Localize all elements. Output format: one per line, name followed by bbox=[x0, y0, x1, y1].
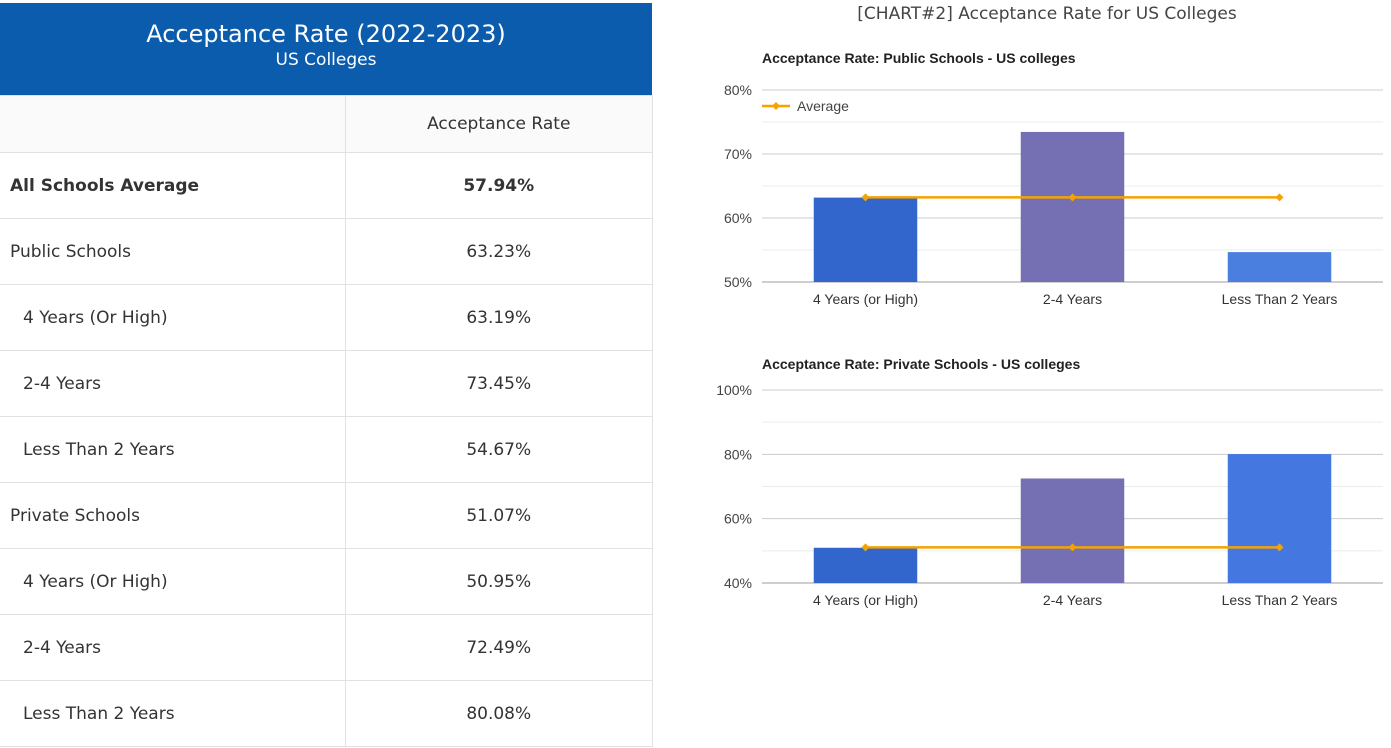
table-row: All Schools Average 57.94% bbox=[0, 152, 653, 219]
bar bbox=[1227, 252, 1332, 282]
row-value: 63.23% bbox=[344, 218, 653, 285]
table-row: Less Than 2 Years 80.08% bbox=[0, 680, 653, 747]
table-header-row: Acceptance Rate bbox=[0, 95, 653, 153]
row-label: Less Than 2 Years bbox=[0, 680, 346, 747]
table-title: Acceptance Rate (2022-2023) bbox=[146, 20, 506, 48]
table-row: Public Schools 63.23% bbox=[0, 218, 653, 285]
row-value: 73.45% bbox=[344, 350, 653, 417]
table-row: Private Schools 51.07% bbox=[0, 482, 653, 549]
private-schools-chart: Acceptance Rate: Private Schools - US co… bbox=[716, 356, 1383, 608]
x-tick-label: 2-4 Years bbox=[1043, 291, 1102, 307]
legend-marker bbox=[772, 102, 780, 110]
table-subtitle: US Colleges bbox=[275, 50, 377, 70]
bar bbox=[1020, 478, 1125, 583]
legend-label-average: Average bbox=[797, 98, 849, 114]
public-schools-chart: Acceptance Rate: Public Schools - US col… bbox=[724, 50, 1383, 307]
average-point bbox=[1275, 193, 1284, 202]
row-value: 57.94% bbox=[344, 152, 653, 219]
row-value: 63.19% bbox=[344, 284, 653, 351]
y-tick-label: 60% bbox=[724, 511, 752, 527]
row-label: Public Schools bbox=[0, 218, 346, 285]
row-label: Less Than 2 Years bbox=[0, 416, 346, 483]
row-label: Private Schools bbox=[0, 482, 346, 549]
bar bbox=[1227, 454, 1332, 583]
x-tick-label: 4 Years (or High) bbox=[813, 592, 918, 608]
row-value: 80.08% bbox=[344, 680, 653, 747]
x-tick-label: 4 Years (or High) bbox=[813, 291, 918, 307]
column-header-acceptance-rate: Acceptance Rate bbox=[344, 95, 653, 153]
average-point bbox=[1068, 193, 1077, 202]
row-value: 50.95% bbox=[344, 548, 653, 615]
row-label: 2-4 Years bbox=[0, 614, 346, 681]
average-point bbox=[1068, 543, 1077, 552]
row-label: 4 Years (Or High) bbox=[0, 548, 346, 615]
table-row: Less Than 2 Years 54.67% bbox=[0, 416, 653, 483]
acceptance-rate-table: Acceptance Rate All Schools Average 57.9… bbox=[0, 95, 653, 747]
header-empty-cell bbox=[0, 95, 346, 153]
table-row: 2-4 Years 72.49% bbox=[0, 614, 653, 681]
average-point bbox=[861, 193, 870, 202]
x-tick-label: Less Than 2 Years bbox=[1222, 592, 1338, 608]
x-tick-label: Less Than 2 Years bbox=[1222, 291, 1338, 307]
bar bbox=[813, 197, 918, 282]
chart-title: Acceptance Rate: Private Schools - US co… bbox=[762, 356, 1080, 372]
average-point bbox=[861, 543, 870, 552]
y-tick-label: 80% bbox=[724, 82, 752, 98]
charts-main-title: [CHART#2] Acceptance Rate for US College… bbox=[857, 4, 1237, 24]
row-value: 54.67% bbox=[344, 416, 653, 483]
x-tick-label: 2-4 Years bbox=[1043, 592, 1102, 608]
average-point bbox=[1275, 543, 1284, 552]
row-value: 51.07% bbox=[344, 482, 653, 549]
table-row: 4 Years (Or High) 50.95% bbox=[0, 548, 653, 615]
y-tick-label: 80% bbox=[724, 446, 752, 462]
y-tick-label: 50% bbox=[724, 274, 752, 290]
y-tick-label: 100% bbox=[716, 382, 752, 398]
bar bbox=[1020, 131, 1125, 282]
y-tick-label: 70% bbox=[724, 146, 752, 162]
row-label: 4 Years (Or High) bbox=[0, 284, 346, 351]
row-value: 72.49% bbox=[344, 614, 653, 681]
y-tick-label: 60% bbox=[724, 210, 752, 226]
y-tick-label: 40% bbox=[724, 575, 752, 591]
row-label: All Schools Average bbox=[0, 152, 346, 219]
bar bbox=[813, 547, 918, 583]
table-row: 4 Years (Or High) 63.19% bbox=[0, 284, 653, 351]
row-label: 2-4 Years bbox=[0, 350, 346, 417]
table-row: 2-4 Years 73.45% bbox=[0, 350, 653, 417]
chart-title: Acceptance Rate: Public Schools - US col… bbox=[762, 50, 1076, 66]
table-header: Acceptance Rate (2022-2023) US Colleges bbox=[0, 3, 652, 95]
acceptance-rate-table-panel: Acceptance Rate (2022-2023) US Colleges … bbox=[0, 3, 653, 748]
